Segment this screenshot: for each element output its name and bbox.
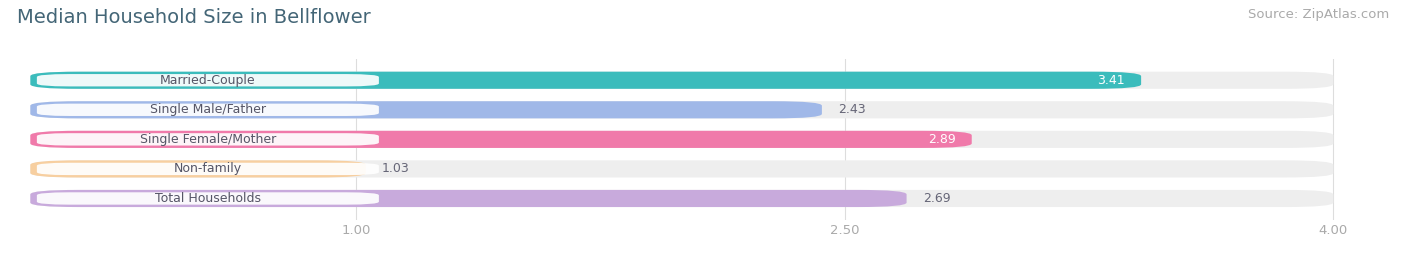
Text: Total Households: Total Households xyxy=(155,192,262,205)
FancyBboxPatch shape xyxy=(31,190,1333,207)
FancyBboxPatch shape xyxy=(31,101,823,118)
Text: 2.69: 2.69 xyxy=(922,192,950,205)
Text: 2.89: 2.89 xyxy=(928,133,956,146)
Text: Median Household Size in Bellflower: Median Household Size in Bellflower xyxy=(17,8,371,27)
Text: 1.03: 1.03 xyxy=(382,162,411,176)
FancyBboxPatch shape xyxy=(37,192,378,205)
FancyBboxPatch shape xyxy=(31,131,972,148)
FancyBboxPatch shape xyxy=(31,101,1333,118)
FancyBboxPatch shape xyxy=(31,160,366,177)
Text: Married-Couple: Married-Couple xyxy=(160,74,256,87)
Text: 2.43: 2.43 xyxy=(838,103,866,116)
Text: Non-family: Non-family xyxy=(174,162,242,176)
FancyBboxPatch shape xyxy=(37,163,378,175)
FancyBboxPatch shape xyxy=(37,104,378,116)
FancyBboxPatch shape xyxy=(31,190,907,207)
FancyBboxPatch shape xyxy=(31,72,1333,89)
Text: Single Female/Mother: Single Female/Mother xyxy=(139,133,276,146)
FancyBboxPatch shape xyxy=(37,133,378,146)
FancyBboxPatch shape xyxy=(31,160,1333,177)
FancyBboxPatch shape xyxy=(31,131,1333,148)
Text: Single Male/Father: Single Male/Father xyxy=(150,103,266,116)
Text: 3.41: 3.41 xyxy=(1097,74,1125,87)
FancyBboxPatch shape xyxy=(37,74,378,86)
Text: Source: ZipAtlas.com: Source: ZipAtlas.com xyxy=(1249,8,1389,21)
FancyBboxPatch shape xyxy=(31,72,1142,89)
